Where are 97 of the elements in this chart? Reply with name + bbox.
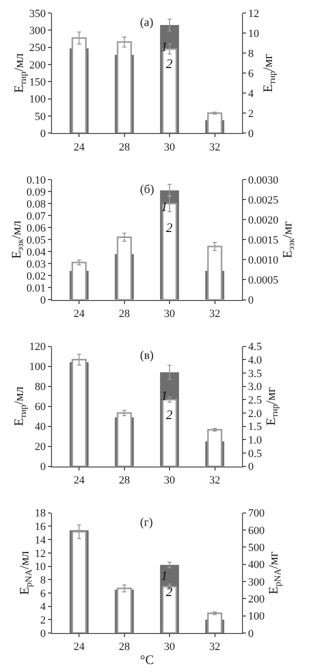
annotation: 2: [166, 584, 173, 599]
x-tick-label: 32: [209, 474, 220, 487]
y2-tick-label: 3.5: [248, 368, 262, 380]
y-tick-label: 0.06: [26, 222, 46, 235]
annotation: 1: [161, 39, 168, 54]
y2-tick-label: 4: [248, 88, 254, 100]
y-tick-label: 0.09: [26, 186, 46, 198]
y-tick-label: 100: [29, 361, 46, 374]
x-tick-label: 24: [74, 641, 86, 654]
x-tick-label: 28: [118, 641, 130, 654]
annotation: 2: [166, 407, 173, 422]
x-tick-label: 30: [164, 141, 176, 154]
x-axis-title: °C: [140, 652, 154, 667]
x-tick-label: 32: [209, 141, 220, 154]
y-tick-label: 0.05: [26, 234, 46, 247]
y-tick-label: 80: [34, 381, 46, 394]
x-tick-label: 32: [209, 308, 220, 320]
y-tick-label: 0.03: [26, 258, 46, 271]
x-tick-label: 24: [74, 308, 86, 320]
y2-tick-label: 0: [248, 294, 254, 307]
y-tick-label: 0: [40, 128, 46, 140]
y2-tick-label: 600: [248, 524, 266, 537]
y2-tick-label: 8: [248, 48, 254, 60]
y2-tick-label: 0.0010: [248, 254, 279, 267]
y2-tick-label: 0: [248, 461, 254, 474]
y2-tick-label: 0.5: [248, 448, 262, 460]
y-tick-label: 20: [34, 441, 46, 454]
y-tick-label: 0.04: [26, 246, 46, 259]
y2-tick-label: 300: [248, 576, 266, 588]
y2-tick-label: 700: [248, 508, 266, 520]
y-tick-label: 0.01: [26, 282, 46, 295]
y-tick-label: 6: [40, 588, 46, 600]
annotation: 1: [161, 388, 168, 403]
y2-tick-label: 100: [248, 610, 266, 623]
y2-tick-label: 400: [248, 559, 266, 572]
y-tick-label: 16: [34, 521, 46, 534]
y-tick-label: 60: [34, 401, 46, 414]
annotation: 1: [161, 199, 168, 214]
y2-tick-label: 0.0020: [248, 214, 279, 227]
y-tick-label: 18: [34, 508, 46, 520]
y-tick-label: 0: [40, 294, 46, 307]
x-tick-label: 30: [164, 474, 176, 487]
y2-tick-label: 500: [248, 542, 266, 554]
y2-tick-label: 0.0030: [248, 174, 279, 186]
x-tick-label: 28: [118, 474, 130, 487]
y-tick-label: 250: [29, 42, 46, 54]
y2-tick-label: 1.5: [248, 421, 262, 434]
y2-tick-label: 2.5: [248, 394, 262, 406]
y-tick-label: 200: [29, 59, 46, 72]
y2-tick-label: 2: [248, 108, 254, 120]
chart-title: (б): [140, 182, 154, 196]
annotation: 1: [161, 568, 168, 583]
y-tick-label: 0: [40, 628, 46, 640]
x-tick-label: 28: [118, 141, 130, 154]
y-tick-label: 120: [29, 341, 46, 354]
x-tick-label: 24: [74, 474, 86, 487]
y-tick-label: 0.10: [26, 174, 46, 186]
x-tick-label: 30: [164, 308, 176, 320]
chart-title: (a): [140, 15, 154, 29]
y2-tick-label: 0.0005: [248, 274, 279, 287]
y2-tick-label: 0.0025: [248, 194, 279, 206]
y-tick-label: 8: [40, 574, 46, 586]
y2-tick-label: 0.0015: [248, 234, 279, 247]
y2-tick-label: 2.0: [248, 408, 262, 420]
y2-tick-label: 12: [248, 8, 260, 20]
y-tick-label: 14: [34, 534, 46, 546]
chart-title: (г): [140, 515, 153, 529]
y-tick-label: 50: [34, 110, 46, 123]
y2-tick-label: 3.0: [248, 381, 262, 394]
x-tick-label: 32: [209, 641, 220, 654]
x-tick-label: 28: [118, 308, 130, 320]
y2-tick-label: 10: [248, 28, 260, 40]
x-tick-label: 24: [74, 141, 86, 154]
y-tick-label: 40: [34, 421, 46, 434]
y2-tick-label: 1.0: [248, 434, 262, 447]
y-tick-label: 12: [34, 548, 46, 560]
y2-tick-label: 0: [248, 628, 254, 640]
chart-title: (в): [140, 348, 154, 362]
y-tick-label: 2: [40, 614, 46, 627]
y-tick-label: 300: [29, 25, 46, 38]
y-tick-label: 100: [29, 94, 46, 106]
y-tick-label: 0.08: [26, 198, 46, 211]
y2-tick-label: 4.0: [248, 354, 262, 366]
y-tick-label: 0.02: [26, 270, 46, 283]
y2-tick-label: 4.5: [248, 341, 262, 354]
y2-tick-label: 200: [248, 594, 266, 606]
y-tick-label: 0: [40, 461, 46, 474]
x-tick-label: 30: [164, 641, 176, 654]
annotation: 2: [166, 220, 173, 235]
y2-tick-label: 0: [248, 128, 254, 140]
annotation: 2: [166, 56, 173, 71]
y-tick-label: 10: [34, 561, 46, 574]
y-tick-label: 150: [29, 76, 46, 88]
y-tick-label: 0.07: [26, 210, 46, 223]
y-tick-label: 350: [29, 8, 46, 20]
y-tick-label: 4: [40, 601, 46, 614]
y2-tick-label: 6: [248, 68, 254, 80]
